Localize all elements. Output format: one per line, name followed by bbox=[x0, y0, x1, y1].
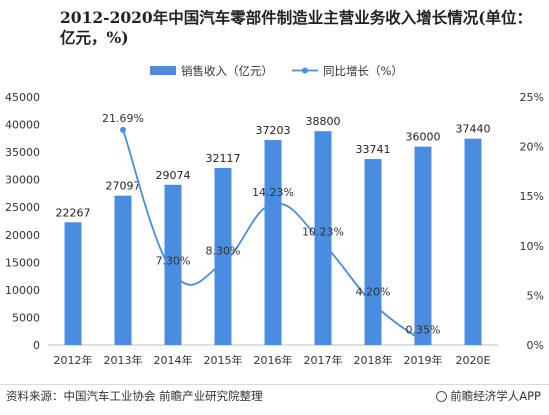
bar bbox=[314, 131, 332, 345]
y-left-tick-label: 0 bbox=[33, 339, 40, 352]
x-tick-label: 2016年 bbox=[254, 353, 293, 367]
x-tick-label: 2013年 bbox=[104, 353, 143, 367]
growth-value-label: 8.30% bbox=[206, 245, 241, 258]
x-tick-label: 2012年 bbox=[54, 353, 93, 367]
source-note: 资料来源：中国汽车工业协会 前瞻产业研究院整理 bbox=[6, 389, 263, 403]
y-left-tick-label: 25000 bbox=[5, 201, 40, 214]
bar-value-label: 27097 bbox=[106, 180, 141, 193]
y-right-tick-label: 5% bbox=[527, 289, 544, 302]
y-right-tick-label: 10% bbox=[520, 240, 544, 253]
growth-point bbox=[170, 269, 176, 276]
x-tick-label: 2014年 bbox=[154, 353, 193, 367]
growth-point bbox=[220, 259, 226, 266]
bar-series: 22267 27097 29074 32117 37203 38800 33741 36000… bbox=[56, 115, 491, 345]
bar-value-label: 36000 bbox=[406, 131, 441, 144]
growth-value-label: 7.30% bbox=[156, 255, 191, 268]
brand-logo-icon bbox=[436, 391, 448, 402]
growth-value-label: 14.23% bbox=[252, 186, 294, 199]
bar bbox=[414, 146, 432, 345]
y-left-tick-label: 35000 bbox=[5, 146, 40, 159]
brand-label: 前瞻经济学人APP bbox=[450, 389, 541, 403]
y-left-tick-label: 45000 bbox=[5, 91, 40, 104]
bar bbox=[264, 139, 282, 345]
growth-point bbox=[420, 338, 426, 345]
y-left-tick-label: 10000 bbox=[5, 284, 40, 297]
chart: 销售收入（亿元） 同比增长（%） 0 5000 10000 15000 20000 2500… bbox=[5, 64, 544, 367]
x-tick-label: 2018年 bbox=[354, 353, 393, 367]
growth-point bbox=[120, 126, 126, 133]
legend-line-marker bbox=[302, 67, 308, 74]
growth-value-label: 21.69% bbox=[102, 112, 144, 125]
growth-line bbox=[122, 129, 424, 343]
bar bbox=[64, 222, 82, 345]
bar-value-label: 37203 bbox=[256, 124, 291, 137]
y-left-tick-label: 5000 bbox=[12, 311, 40, 324]
growth-point bbox=[320, 240, 326, 247]
y-right-tick-label: 25% bbox=[520, 91, 544, 104]
legend-bar-swatch bbox=[150, 66, 176, 75]
bar-value-label: 33741 bbox=[356, 143, 391, 156]
bar-value-label: 37440 bbox=[456, 123, 491, 136]
bar-value-label: 32117 bbox=[206, 152, 241, 165]
y-left-tick-label: 30000 bbox=[5, 174, 40, 187]
x-tick-label: 2015年 bbox=[204, 353, 243, 367]
brand: 前瞻经济学人APP bbox=[436, 388, 541, 404]
bar bbox=[164, 184, 182, 345]
y-right-tick-label: 15% bbox=[520, 190, 544, 203]
bar-value-label: 29074 bbox=[156, 169, 191, 182]
growth-point bbox=[270, 200, 276, 207]
y-left-tick-label: 20000 bbox=[5, 229, 40, 242]
y-right-tick-label: 0% bbox=[527, 339, 544, 352]
chart-title: 2012-2020年中国汽车零部件制造业主营业务收入增长情况(单位：亿元，%) bbox=[60, 8, 533, 47]
line-series: 21.69% 7.30% 8.30% 14.23% 10.23% 4.20% 0.35% bbox=[102, 112, 440, 345]
x-tick-label: 2017年 bbox=[304, 353, 343, 367]
bar bbox=[364, 159, 382, 345]
legend: 销售收入（亿元） 同比增长（%） bbox=[150, 64, 403, 78]
bar-value-label: 22267 bbox=[56, 206, 91, 219]
footer: 资料来源：中国汽车工业协会 前瞻产业研究院整理 前瞻经济学人APP bbox=[0, 384, 549, 415]
bar bbox=[214, 167, 232, 345]
legend-bar-label: 销售收入（亿元） bbox=[181, 64, 273, 78]
growth-value-label: 0.35% bbox=[406, 324, 441, 337]
x-tick-label: 2020E bbox=[456, 354, 491, 367]
growth-value-label: 10.23% bbox=[302, 226, 344, 239]
bar bbox=[114, 195, 132, 345]
y-right-tick-label: 20% bbox=[520, 141, 544, 154]
legend-line-label: 同比增长（%） bbox=[323, 64, 403, 78]
y-left-tick-label: 40000 bbox=[5, 119, 40, 132]
growth-value-label: 4.20% bbox=[356, 285, 391, 298]
growth-point bbox=[370, 300, 376, 307]
y-left-tick-label: 15000 bbox=[5, 256, 40, 269]
x-tick-label: 2019年 bbox=[404, 353, 443, 367]
bar-value-label: 38800 bbox=[306, 115, 341, 128]
bar bbox=[464, 138, 482, 345]
